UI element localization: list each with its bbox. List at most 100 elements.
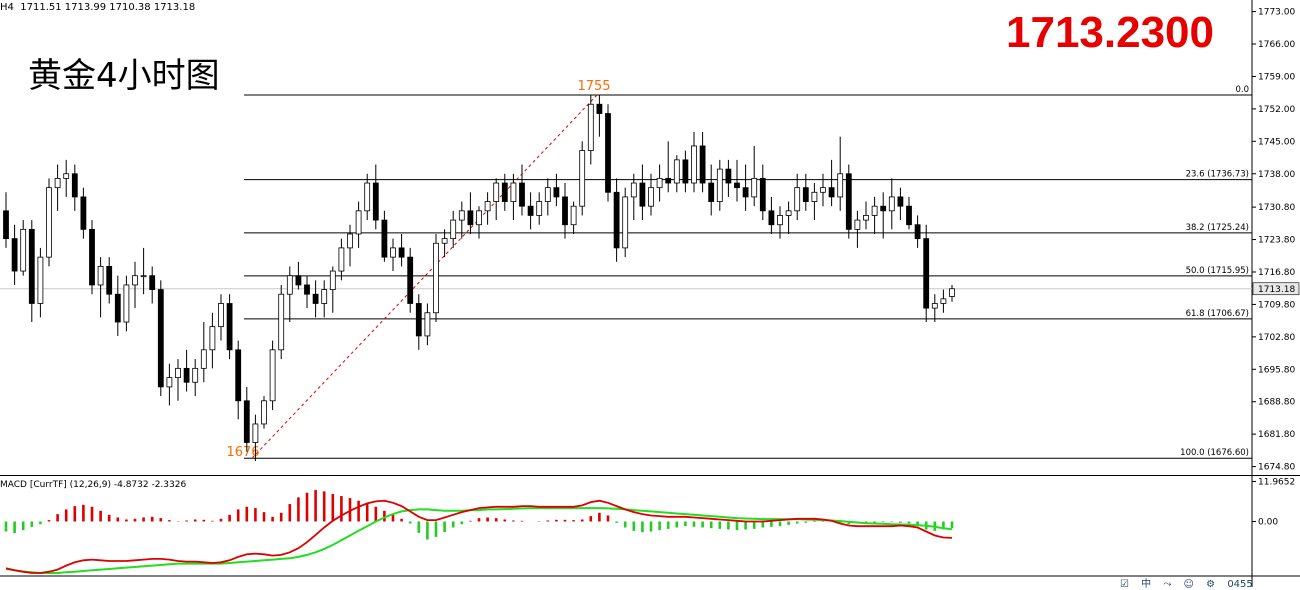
candle-body <box>183 367 190 383</box>
candle-body <box>734 182 740 189</box>
candle-body <box>123 284 130 323</box>
candle-body <box>751 177 758 198</box>
candle-body <box>269 349 276 402</box>
price-tick-label: 1702.80 <box>1258 333 1295 343</box>
last-price-label: 1713.18 <box>1258 285 1295 295</box>
candle-body <box>536 201 543 216</box>
fib-level-label: 23.6 (1736.73) <box>1186 170 1249 180</box>
candle-body <box>544 187 551 202</box>
candle-body <box>441 238 448 244</box>
candle-body <box>114 293 121 323</box>
candle-body <box>226 303 233 351</box>
gear-icon[interactable]: ⚙ <box>1206 579 1216 590</box>
candle-body <box>716 168 723 202</box>
candle-body <box>321 289 328 304</box>
candle-body <box>613 191 620 249</box>
chart-title: 黄金4小时图 <box>28 56 220 96</box>
emoji-icon[interactable]: ☺ <box>1183 579 1194 590</box>
fib-trend-line[interactable] <box>251 94 598 459</box>
candle-body <box>949 288 955 297</box>
language-icon[interactable]: 中 <box>1141 579 1152 590</box>
candle-body <box>175 367 181 379</box>
macd-line <box>5 499 953 574</box>
swing-low-label: 1676 <box>226 445 259 460</box>
price-axis[interactable]: 1773.00 1766.00 1759.00 1752.00 1745.00 1738.… <box>1252 8 1300 473</box>
candle-body <box>863 215 869 221</box>
candle-body <box>871 205 878 216</box>
candle-body <box>433 242 439 314</box>
candle-body <box>261 400 267 425</box>
candle-body <box>458 210 465 221</box>
candle-body <box>415 303 422 337</box>
candle-body <box>286 275 293 295</box>
candle-body <box>63 173 70 179</box>
price-tick-label: 1681.80 <box>1258 430 1295 440</box>
candle-body <box>46 187 52 258</box>
candle-body <box>200 349 207 369</box>
candle-body <box>476 210 482 226</box>
candle-body <box>424 312 431 337</box>
candle-body <box>157 289 164 388</box>
candle-body <box>794 187 801 212</box>
candle-body <box>192 367 199 383</box>
macd-panel: 11.9652 0.00 <box>4 477 1295 574</box>
candle-body <box>132 275 138 286</box>
candle-body <box>364 182 371 212</box>
candle-body <box>605 113 611 193</box>
price-tick-label: 1766.00 <box>1258 40 1295 50</box>
candle-body <box>390 247 396 258</box>
candle-body <box>596 103 603 114</box>
candle-body <box>802 187 809 202</box>
candle-body <box>304 284 310 295</box>
candle-body <box>708 182 715 202</box>
candle-body <box>312 293 319 304</box>
candle-body <box>940 298 947 304</box>
price-tick-label: 1738.00 <box>1258 170 1295 180</box>
price-tick-label: 1674.80 <box>1258 463 1295 473</box>
candle-body <box>923 238 930 309</box>
time-label: 0455 <box>1227 579 1253 590</box>
fib-level-label: 38.2 (1725.24) <box>1186 223 1249 233</box>
macd-tick-label: 0.00 <box>1258 517 1278 527</box>
candle-body <box>587 103 594 151</box>
candle-body <box>622 196 629 249</box>
candle-body <box>381 219 388 258</box>
last-price-box <box>1252 282 1300 296</box>
candle-body <box>699 145 706 184</box>
candle-body <box>837 173 844 198</box>
candle-body <box>759 177 766 212</box>
candle-body <box>28 228 35 304</box>
price-tick-label: 1695.80 <box>1258 365 1295 375</box>
candle-body <box>519 182 525 207</box>
swing-high-label: 1755 <box>577 79 610 94</box>
candle-body <box>725 168 732 184</box>
candle-body <box>493 182 500 202</box>
price-tick-label: 1752.00 <box>1258 105 1295 115</box>
candle-body <box>880 205 887 212</box>
checkbox-icon[interactable]: ☑ <box>1120 579 1129 590</box>
candle-body <box>329 270 336 290</box>
candle-body <box>811 191 818 202</box>
fibonacci-retracement[interactable]: 0.0 23.6 (1736.73) 38.2 (1725.24) 50.0 (171… <box>226 79 1252 460</box>
price-tick-label: 1745.00 <box>1258 137 1295 147</box>
price-tick-label: 1723.80 <box>1258 236 1295 246</box>
fib-level-label: 50.0 (1715.95) <box>1186 266 1249 276</box>
price-tick-label: 1730.80 <box>1258 203 1295 213</box>
candle-body <box>682 159 689 184</box>
candle-body <box>484 201 491 212</box>
candle-body <box>510 182 517 202</box>
candle-body <box>372 182 379 221</box>
candle-body <box>355 210 362 235</box>
price-tick-label: 1709.80 <box>1258 300 1295 310</box>
candle-body <box>562 196 568 226</box>
arrow-icon[interactable]: ⤳ <box>1163 579 1172 590</box>
candle-body <box>553 187 560 198</box>
candle-body <box>742 187 749 198</box>
ohlc-header: H4 1711.51 1713.99 1710.38 1713.18 <box>0 2 196 13</box>
candle-body <box>278 293 285 351</box>
candle-body <box>854 219 861 230</box>
price-tick-label: 1688.80 <box>1258 398 1295 408</box>
candle-body <box>338 247 345 272</box>
